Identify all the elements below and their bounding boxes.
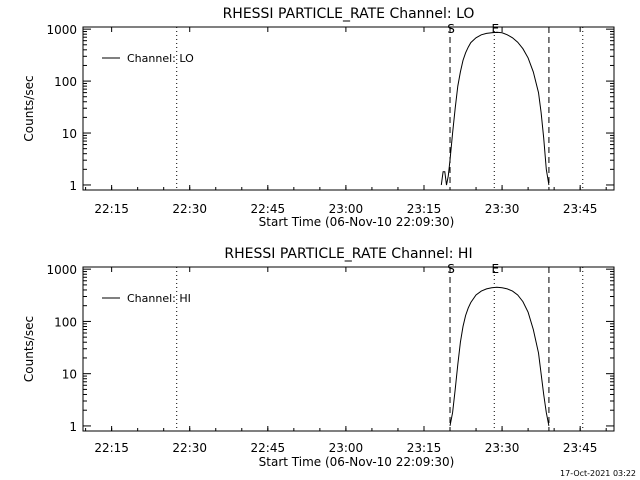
panel2-marker-label-2: E	[491, 262, 499, 276]
panel2-title: RHESSI PARTICLE_RATE Channel: HI	[224, 246, 472, 262]
panel2-xtick-label: 23:45	[563, 441, 598, 455]
panel1-xtick-label: 23:00	[329, 202, 364, 216]
footer-timestamp: 17-Oct-2021 03:22	[560, 469, 636, 478]
panel2-xtick-label: 22:15	[94, 441, 129, 455]
panel1-xtick-label: 22:15	[94, 202, 129, 216]
panel2-xlabel: Start Time (06-Nov-10 22:09:30)	[259, 455, 455, 469]
panel2-ytick-label: 1000	[46, 263, 77, 277]
panel1-title: RHESSI PARTICLE_RATE Channel: LO	[223, 6, 475, 22]
panel1-marker-label-1: S	[447, 22, 455, 36]
panel2-ytick-label: 10	[62, 368, 77, 382]
panel2-ylabel: Counts/sec	[22, 316, 36, 382]
panel1-ytick-label: 1000	[46, 23, 77, 37]
panel2-series-line-0	[449, 286, 550, 426]
panel2-xtick-label: 23:15	[407, 441, 442, 455]
panel2-xtick-label: 23:00	[329, 441, 364, 455]
panel2-ytick-label: 1	[69, 420, 77, 434]
panel2-marker-label-1: S	[447, 262, 455, 276]
panel1-xtick-label: 22:30	[172, 202, 207, 216]
panel1-ytick-label: 1	[69, 179, 77, 193]
panel1-legend-label: Channel: LO	[127, 52, 194, 65]
panel1-xtick-label: 23:30	[485, 202, 520, 216]
panel2-legend-label: Channel: HI	[127, 292, 191, 305]
panel1-ytick-label: 100	[54, 75, 77, 89]
panel1-series-line-0	[440, 31, 550, 186]
panel1-marker-label-2: E	[491, 22, 499, 36]
panel1-ylabel: Counts/sec	[22, 75, 36, 141]
panel1-xtick-label: 23:15	[407, 202, 442, 216]
panel2-ytick-label: 100	[54, 315, 77, 329]
panel2-xtick-label: 22:30	[172, 441, 207, 455]
panel2-xtick-label: 22:45	[251, 441, 286, 455]
panel1-xtick-label: 23:45	[563, 202, 598, 216]
panel2-xtick-label: 23:30	[485, 441, 520, 455]
panel1-ytick-label: 10	[62, 127, 77, 141]
panel1-xtick-label: 22:45	[251, 202, 286, 216]
panel1-xlabel: Start Time (06-Nov-10 22:09:30)	[259, 215, 455, 229]
